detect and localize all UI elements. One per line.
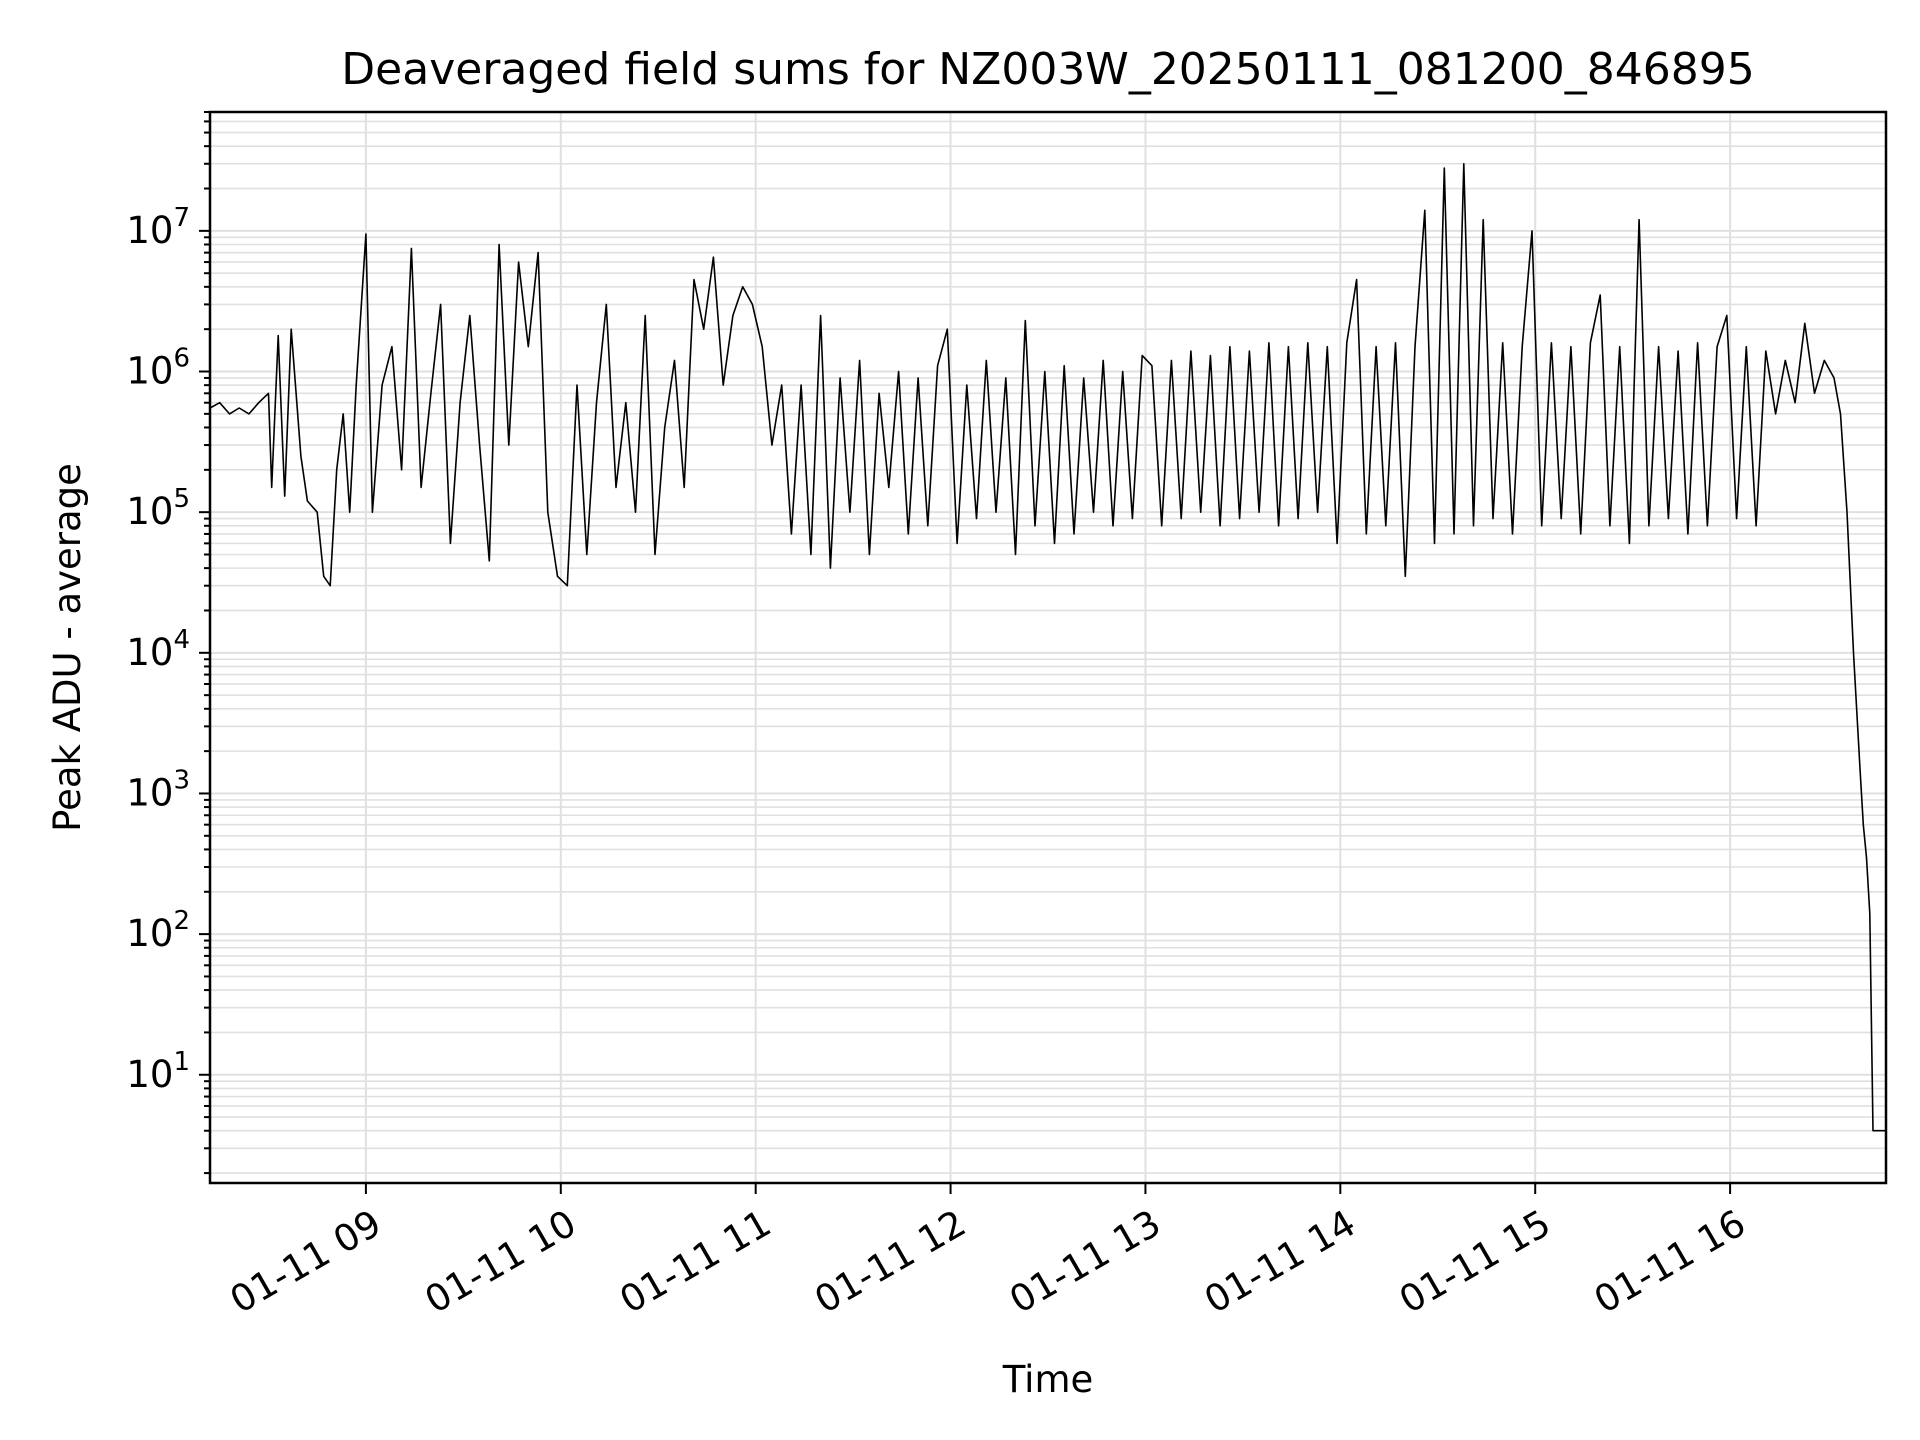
x-axis-label: Time xyxy=(1002,1358,1094,1401)
y-tick-label: 104 xyxy=(126,625,190,674)
y-axis-label: Peak ADU - average xyxy=(46,463,89,832)
series-layer xyxy=(209,163,1886,1132)
series-line xyxy=(209,163,1886,1132)
y-tick-label: 103 xyxy=(126,765,190,814)
y-tick-label: 102 xyxy=(126,906,190,955)
plot-frame xyxy=(208,110,1888,1185)
grid xyxy=(210,111,1886,1183)
y-tick-label: 106 xyxy=(126,344,190,393)
y-tick-label: 105 xyxy=(126,484,190,533)
y-tick-label: 101 xyxy=(126,1047,190,1096)
chart-title: Deaveraged field sums for NZ003W_2025011… xyxy=(341,44,1754,95)
y-tick-label: 107 xyxy=(126,203,190,252)
